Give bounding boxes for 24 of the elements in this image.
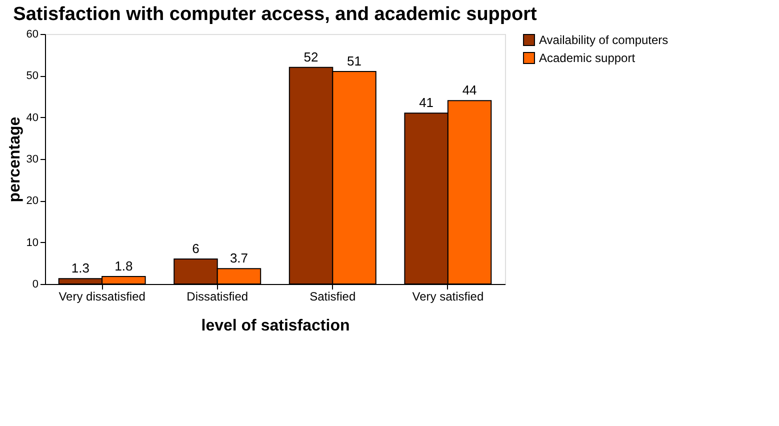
data-label: 3.7 xyxy=(230,250,248,266)
y-tick-label: 40 xyxy=(26,112,38,124)
x-tick-label: Very dissatisfied xyxy=(58,290,146,304)
y-tick-label: 30 xyxy=(26,154,38,166)
y-tick-label: 10 xyxy=(26,236,38,249)
y-tick-label: 0 xyxy=(32,278,38,290)
data-label: 1.3 xyxy=(71,260,90,276)
data-label: 41 xyxy=(419,95,434,110)
data-label: 1.8 xyxy=(114,258,133,274)
data-label: 44 xyxy=(462,82,477,98)
x-tick-label: Dissatisfied xyxy=(186,290,248,304)
y-tick-label: 20 xyxy=(26,195,38,208)
y-tick-label: 50 xyxy=(26,70,38,82)
x-tick-label: Very satisfied xyxy=(412,290,484,304)
x-tick-label: Satisfied xyxy=(310,290,356,304)
y-tick-label: 60 xyxy=(26,28,38,40)
y-axis-title: percentage xyxy=(6,116,24,202)
data-label: 6 xyxy=(192,241,200,256)
data-label: 52 xyxy=(304,49,318,64)
x-axis-title: level of satisfaction xyxy=(201,318,350,334)
legend-label: Availability of computers xyxy=(539,33,668,47)
legend-label: Academic support xyxy=(539,51,636,65)
chart-title: Satisfaction with computer access, and academic support xyxy=(13,4,538,25)
data-label: 51 xyxy=(347,54,362,68)
